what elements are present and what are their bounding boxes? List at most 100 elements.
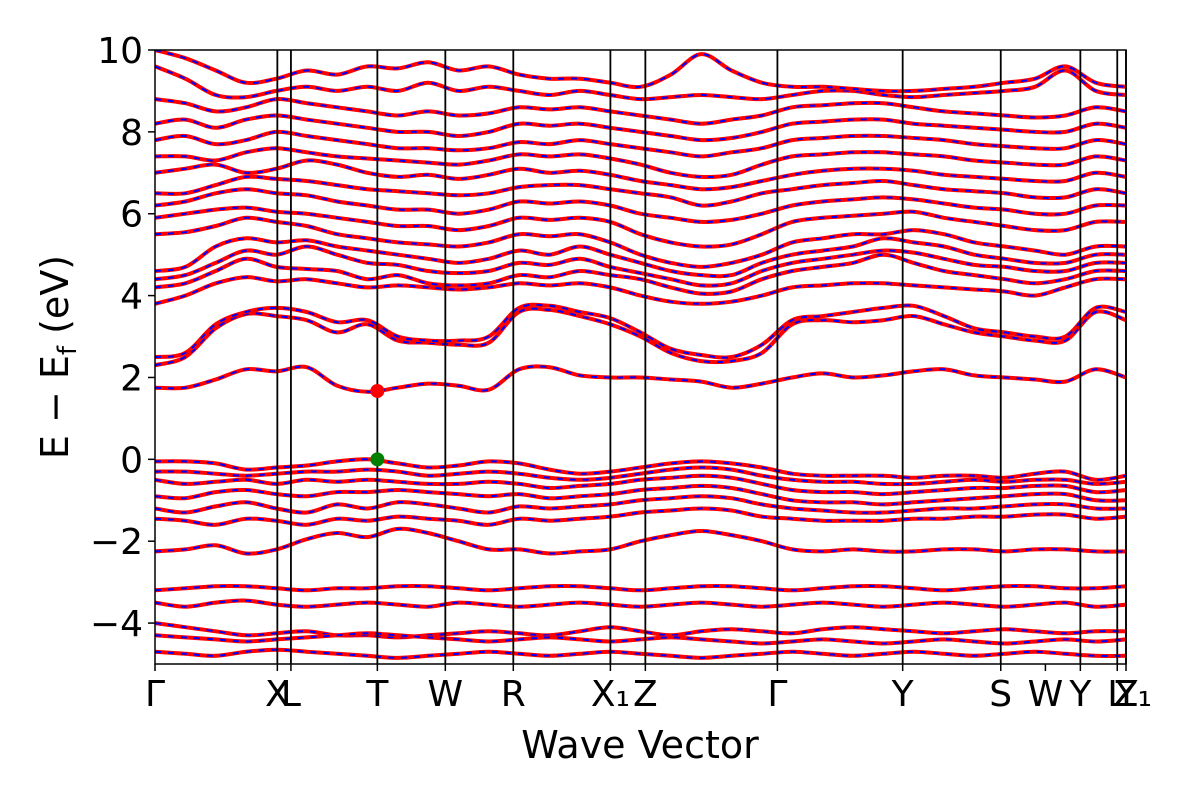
x-tick-label: T xyxy=(365,674,389,715)
x-axis-label: Wave Vector xyxy=(521,723,759,767)
band-line-blue-dashed xyxy=(155,65,1126,101)
band-15 xyxy=(155,113,1126,143)
band-line-blue-dashed xyxy=(155,365,1126,393)
band-17 xyxy=(155,64,1126,102)
y-tick-label: 8 xyxy=(120,113,143,154)
y-tick-label: 10 xyxy=(97,31,143,72)
band-3 xyxy=(155,302,1126,360)
band-line-blue-dashed xyxy=(155,584,1126,592)
band-line-blue-dashed xyxy=(155,458,1126,481)
band-line-red xyxy=(155,506,1126,527)
x-tick-label: Y xyxy=(1068,674,1092,715)
band-line-blue-dashed xyxy=(155,466,1126,486)
y-tick-label: 6 xyxy=(120,195,143,236)
x-tick-label: Z xyxy=(633,674,658,715)
band-lines xyxy=(155,50,1126,660)
band-line-blue-dashed xyxy=(155,175,1126,207)
x-tick-label: Γ xyxy=(767,674,787,715)
band-line-blue-dashed xyxy=(155,527,1126,555)
band-line-red xyxy=(155,494,1126,515)
x-tick-label: S xyxy=(989,674,1012,715)
y-tick-label: −2 xyxy=(90,522,143,563)
band-line-blue-dashed xyxy=(155,599,1126,608)
band-edge-marker xyxy=(370,452,385,467)
x-tick-label: Y xyxy=(891,674,915,715)
band-8 xyxy=(155,215,1126,269)
band-12 xyxy=(155,158,1126,192)
y-axis-label: E − Ef (eV) xyxy=(33,255,83,459)
band-13 xyxy=(155,146,1126,179)
x-tick-label: Z xyxy=(1114,674,1139,715)
band-edge-markers xyxy=(370,383,385,467)
band-line-blue-dashed xyxy=(155,114,1126,142)
y-tick-label: 2 xyxy=(120,358,143,399)
x-tick-label: Y₁ xyxy=(1115,674,1152,715)
x-tick-label: L xyxy=(1107,674,1127,715)
band-24 xyxy=(155,506,1126,527)
k-path-lines xyxy=(276,50,1127,664)
band-line-blue-dashed xyxy=(155,307,1126,367)
band-20 xyxy=(155,465,1126,487)
band-line-blue-dashed xyxy=(155,188,1126,223)
band-line-blue-dashed xyxy=(155,303,1126,359)
plot-frame xyxy=(154,49,1127,665)
band-line-blue-dashed xyxy=(155,245,1126,287)
band-10 xyxy=(155,187,1126,224)
band-22 xyxy=(155,483,1126,507)
band-9 xyxy=(155,205,1126,249)
band-line-red xyxy=(155,50,1126,94)
band-line-blue-dashed xyxy=(155,206,1126,248)
y-axis-label-unit: (eV) xyxy=(33,255,77,346)
band-line-blue-dashed xyxy=(155,50,1126,93)
band-line-red xyxy=(155,306,1126,368)
y-tick-label: 0 xyxy=(120,440,143,481)
x-tick-label: X₁ xyxy=(591,674,630,715)
y-ticks: −4 −2 0 2 4 6 8 10 xyxy=(90,31,155,645)
band-edge-marker xyxy=(370,383,385,398)
x-tick-label: W xyxy=(428,674,464,715)
band-line-blue-dashed xyxy=(155,237,1126,278)
band-line-blue-dashed xyxy=(155,484,1126,506)
y-tick-label: −4 xyxy=(90,604,143,645)
x-tick-label: R xyxy=(501,674,526,715)
band-30 xyxy=(155,647,1126,660)
band-line-red xyxy=(155,621,1126,640)
band-line-blue-dashed xyxy=(155,276,1126,305)
band-25 xyxy=(155,526,1126,556)
band-line-blue-dashed xyxy=(155,216,1126,268)
y-axis-label-sub: f xyxy=(53,345,83,355)
band-21 xyxy=(155,473,1126,497)
band-7 xyxy=(155,236,1126,279)
x-tick-label: X xyxy=(265,674,290,715)
band-29 xyxy=(155,631,1126,646)
band-line-blue-dashed xyxy=(155,130,1126,158)
x-tick-label: Γ xyxy=(145,674,165,715)
band-line-blue-dashed xyxy=(155,474,1126,496)
band-1 xyxy=(155,364,1126,394)
band-line-red xyxy=(155,457,1126,482)
band-6 xyxy=(155,244,1126,288)
band-19 xyxy=(155,457,1126,482)
band-line-red xyxy=(155,302,1126,360)
band-line-blue-dashed xyxy=(155,622,1126,639)
band-line-blue-dashed xyxy=(155,159,1126,191)
band-26 xyxy=(155,583,1126,593)
band-line-blue-dashed xyxy=(155,632,1126,645)
band-16 xyxy=(155,97,1126,126)
y-tick-label: 4 xyxy=(120,277,143,318)
band-line-blue-dashed xyxy=(155,98,1126,125)
band-14 xyxy=(155,129,1126,159)
x-tick-label: L xyxy=(281,674,301,715)
band-line-blue-dashed xyxy=(155,648,1126,659)
band-2 xyxy=(155,306,1126,368)
band-18 xyxy=(155,50,1126,94)
x-tick-label: W xyxy=(1028,674,1064,715)
y-axis-label-main: E − E xyxy=(33,355,77,459)
band-line-red xyxy=(155,364,1126,394)
band-11 xyxy=(155,174,1126,208)
band-4 xyxy=(155,275,1126,306)
band-23 xyxy=(155,494,1126,515)
band-27 xyxy=(155,598,1126,609)
